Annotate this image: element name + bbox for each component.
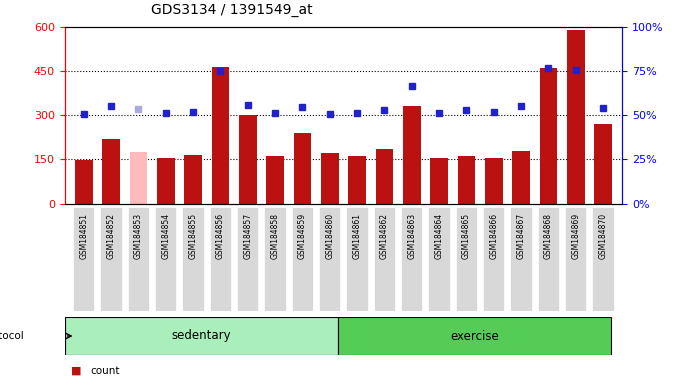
Text: GSM184851: GSM184851 bbox=[80, 213, 88, 258]
Text: GSM184865: GSM184865 bbox=[462, 213, 471, 259]
Text: GSM184853: GSM184853 bbox=[134, 213, 143, 259]
Bar bbox=[292, 207, 313, 311]
Bar bbox=[456, 207, 477, 311]
Bar bbox=[182, 207, 204, 311]
Bar bbox=[401, 207, 422, 311]
Text: GSM184870: GSM184870 bbox=[598, 213, 607, 259]
Bar bbox=[338, 317, 611, 355]
Text: GSM184862: GSM184862 bbox=[380, 213, 389, 258]
Text: count: count bbox=[90, 366, 120, 376]
Bar bbox=[128, 207, 149, 311]
Text: sedentary: sedentary bbox=[171, 329, 231, 343]
Bar bbox=[346, 207, 368, 311]
Text: GSM184860: GSM184860 bbox=[325, 213, 335, 259]
Bar bbox=[348, 156, 366, 204]
Text: GSM184869: GSM184869 bbox=[571, 213, 580, 259]
Bar bbox=[594, 124, 612, 204]
Bar bbox=[155, 207, 176, 311]
Text: GSM184852: GSM184852 bbox=[107, 213, 116, 258]
Bar bbox=[75, 160, 92, 204]
Bar bbox=[458, 156, 475, 204]
Bar bbox=[565, 207, 586, 311]
Bar bbox=[209, 207, 231, 311]
Text: GSM184863: GSM184863 bbox=[407, 213, 416, 259]
Bar bbox=[184, 155, 202, 204]
Bar bbox=[483, 207, 505, 311]
Bar bbox=[265, 207, 286, 311]
Text: GSM184854: GSM184854 bbox=[161, 213, 170, 259]
Text: GSM184857: GSM184857 bbox=[243, 213, 252, 259]
Text: GSM184867: GSM184867 bbox=[517, 213, 526, 259]
Bar bbox=[428, 207, 449, 311]
Bar bbox=[567, 30, 585, 204]
Text: GSM184858: GSM184858 bbox=[271, 213, 279, 258]
Bar bbox=[319, 207, 341, 311]
Text: GSM184861: GSM184861 bbox=[352, 213, 362, 258]
Text: GSM184866: GSM184866 bbox=[489, 213, 498, 259]
Text: GDS3134 / 1391549_at: GDS3134 / 1391549_at bbox=[151, 3, 313, 17]
Bar bbox=[101, 207, 122, 311]
Bar bbox=[512, 151, 530, 204]
Bar bbox=[374, 207, 395, 311]
Bar bbox=[592, 207, 614, 311]
Bar bbox=[511, 207, 532, 311]
Text: exercise: exercise bbox=[450, 329, 499, 343]
Bar bbox=[485, 158, 503, 204]
Bar bbox=[538, 207, 559, 311]
Text: protocol: protocol bbox=[0, 331, 24, 341]
Bar bbox=[237, 207, 258, 311]
Bar bbox=[321, 154, 339, 204]
Bar bbox=[266, 156, 284, 204]
Text: GSM184868: GSM184868 bbox=[544, 213, 553, 258]
Text: ■: ■ bbox=[71, 366, 82, 376]
Bar bbox=[129, 152, 148, 204]
Bar bbox=[102, 139, 120, 204]
Bar bbox=[73, 207, 95, 311]
Bar bbox=[239, 115, 256, 204]
Bar bbox=[539, 68, 558, 204]
Bar bbox=[157, 158, 175, 204]
Bar bbox=[375, 149, 393, 204]
Text: GSM184855: GSM184855 bbox=[188, 213, 198, 259]
Bar bbox=[211, 67, 229, 204]
Text: GSM184856: GSM184856 bbox=[216, 213, 225, 259]
Bar bbox=[430, 158, 448, 204]
Text: GSM184859: GSM184859 bbox=[298, 213, 307, 259]
Bar bbox=[294, 133, 311, 204]
Bar bbox=[403, 106, 421, 204]
Bar bbox=[65, 317, 338, 355]
Text: GSM184864: GSM184864 bbox=[435, 213, 443, 259]
